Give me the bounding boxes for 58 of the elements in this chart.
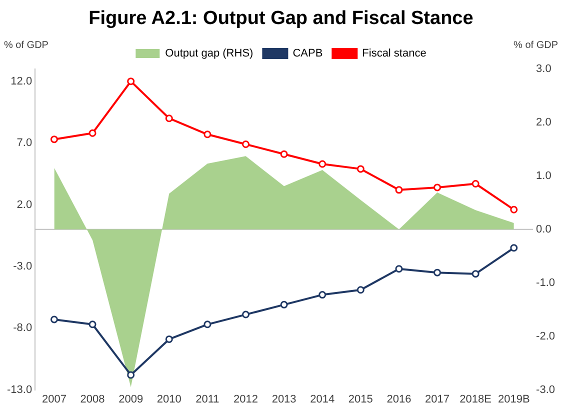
point xyxy=(472,180,480,188)
point xyxy=(395,186,403,194)
point xyxy=(318,291,326,299)
y2-tick-label: -1.0 xyxy=(536,276,556,289)
legend-label: Fiscal stance xyxy=(362,48,426,60)
point xyxy=(280,150,288,158)
point xyxy=(204,320,212,328)
x-tick-label: 2019B xyxy=(498,393,530,406)
y-tick-label: -3.0 xyxy=(13,260,32,272)
point xyxy=(50,316,58,324)
x-tick-label: 2010 xyxy=(156,393,182,406)
x-tick-label: 2011 xyxy=(196,393,220,406)
y2-axis-title: % of GDP xyxy=(514,40,558,51)
y2-tick-label: -3.0 xyxy=(536,384,556,396)
legend-label: CAPB xyxy=(292,48,323,60)
point xyxy=(356,286,364,294)
x-tick-label: 2012 xyxy=(234,393,258,406)
y2-tick-label: -2.0 xyxy=(536,330,556,342)
point xyxy=(127,371,135,379)
x-tick-label: 2017 xyxy=(425,393,450,406)
y-tick-label: -13.0 xyxy=(6,384,32,396)
y2-tick-label: 0.0 xyxy=(536,223,552,236)
x-tick-label: 2013 xyxy=(272,393,296,406)
point xyxy=(510,206,518,214)
x-tick-label: 2008 xyxy=(80,393,105,406)
point xyxy=(165,114,173,122)
point xyxy=(510,244,518,252)
legend-label: Output gap (RHS) xyxy=(165,48,254,60)
x-tick-label: 2007 xyxy=(42,393,66,406)
y2-tick-label: 3.0 xyxy=(536,63,552,76)
point xyxy=(472,270,480,278)
point xyxy=(356,165,364,173)
point xyxy=(165,335,173,343)
point xyxy=(434,184,442,192)
y2-tick-label: 2.0 xyxy=(536,116,552,128)
chart-title: Figure A2.1: Output Gap and Fiscal Stance xyxy=(88,7,474,31)
y-tick-label: 12.0 xyxy=(10,75,32,88)
x-tick-label: 2009 xyxy=(118,393,144,406)
point xyxy=(434,268,442,276)
point xyxy=(127,78,135,86)
point xyxy=(395,265,403,273)
point xyxy=(280,300,288,308)
point xyxy=(88,320,96,328)
point xyxy=(242,310,250,318)
y-tick-label: -8.0 xyxy=(13,322,32,334)
point xyxy=(204,130,212,138)
point xyxy=(318,160,326,168)
x-tick-label: 2016 xyxy=(386,393,412,406)
y-axis-title: % of GDP xyxy=(4,40,49,51)
y-tick-label: 2.0 xyxy=(16,198,32,211)
point xyxy=(50,136,58,144)
y2-tick-label: 1.0 xyxy=(536,170,552,182)
x-tick-label: 2015 xyxy=(348,393,373,406)
y-tick-label: 7.0 xyxy=(16,137,32,150)
point xyxy=(242,140,250,148)
point xyxy=(88,129,96,137)
x-tick-label: 2018E xyxy=(460,393,492,406)
x-tick-label: 2014 xyxy=(310,393,335,406)
